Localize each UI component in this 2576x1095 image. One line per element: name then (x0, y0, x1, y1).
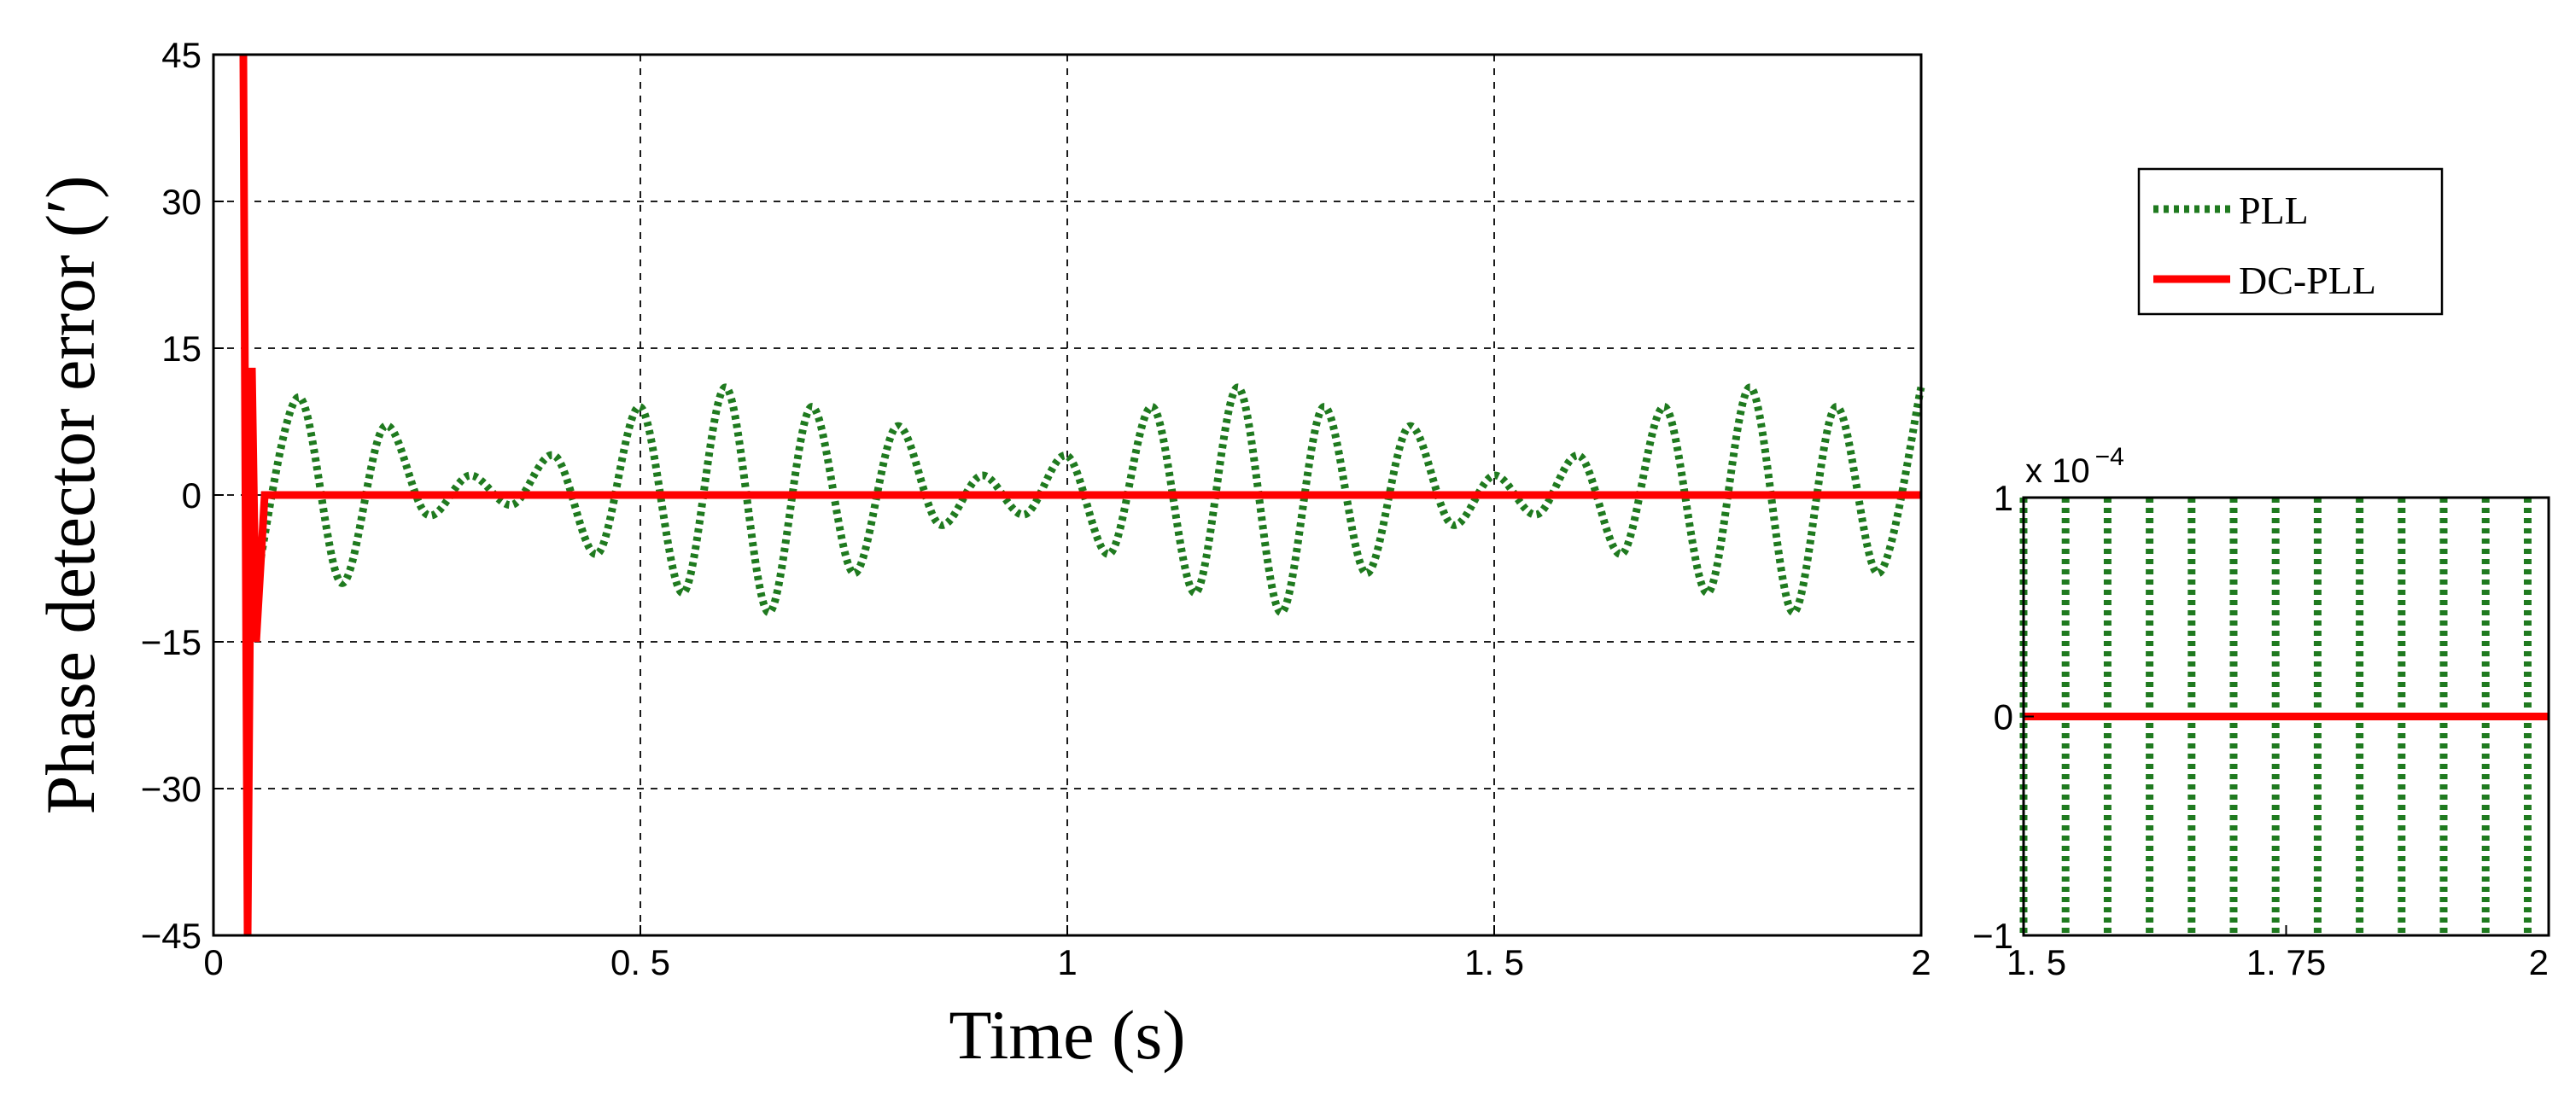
y-tick-label: −15 (141, 622, 202, 662)
x-tick-label: 0 (203, 942, 223, 982)
x-tick-label: 2 (1911, 942, 1931, 982)
inset-y-tick-label: 1 (1994, 478, 2013, 518)
legend: PLL DC-PLL (2137, 167, 2444, 316)
inset-y-ticks: −1 0 1 (1972, 478, 2034, 956)
y-tick-label: 30 (161, 182, 202, 222)
y-tick-label: 0 (182, 475, 202, 515)
y-tick-label: −30 (141, 769, 202, 809)
inset-x-ticks: 1. 5 1. 75 2 (2006, 925, 2550, 982)
y-tick-label: 15 (161, 329, 202, 369)
legend-dcpll-label: DC-PLL (2239, 259, 2376, 302)
y-tick-label: 45 (161, 35, 202, 75)
inset-y-tick-label: −1 (1972, 916, 2013, 956)
inset-series (2019, 498, 2549, 935)
main-x-ticks: 0 0. 5 1 1. 5 2 (203, 925, 1931, 982)
x-tick-label: 0. 5 (610, 942, 670, 982)
y-tick-label: −45 (141, 916, 202, 956)
series-pll-line (252, 383, 1925, 617)
inset-plot: 1. 5 1. 75 2 −1 0 1 x 10 −4 (1972, 443, 2550, 982)
main-series (239, 54, 1925, 936)
y-axis-label: Phase detector error (′) (32, 176, 109, 815)
series-dcpll-line (239, 54, 1921, 936)
inset-y-tick-label: 0 (1994, 697, 2013, 737)
main-plot: 0 0. 5 1 1. 5 2 −45 −30 −15 0 15 30 45 Time (s) Ph… (32, 35, 1931, 1074)
legend-pll-label: PLL (2239, 189, 2309, 232)
legend-box (2137, 167, 2444, 316)
x-tick-label: 1 (1057, 942, 1077, 982)
inset-x-tick-label: 1. 75 (2246, 942, 2326, 982)
x-axis-label: Time (s) (949, 996, 1185, 1074)
main-y-ticks: −45 −30 −15 0 15 30 45 (141, 35, 224, 956)
x-tick-label: 1. 5 (1464, 942, 1524, 982)
inset-x-tick-label: 1. 5 (2006, 942, 2066, 982)
inset-x-tick-label: 2 (2529, 942, 2549, 982)
inset-y-scale-factor: x 10 −4 (2025, 443, 2124, 490)
